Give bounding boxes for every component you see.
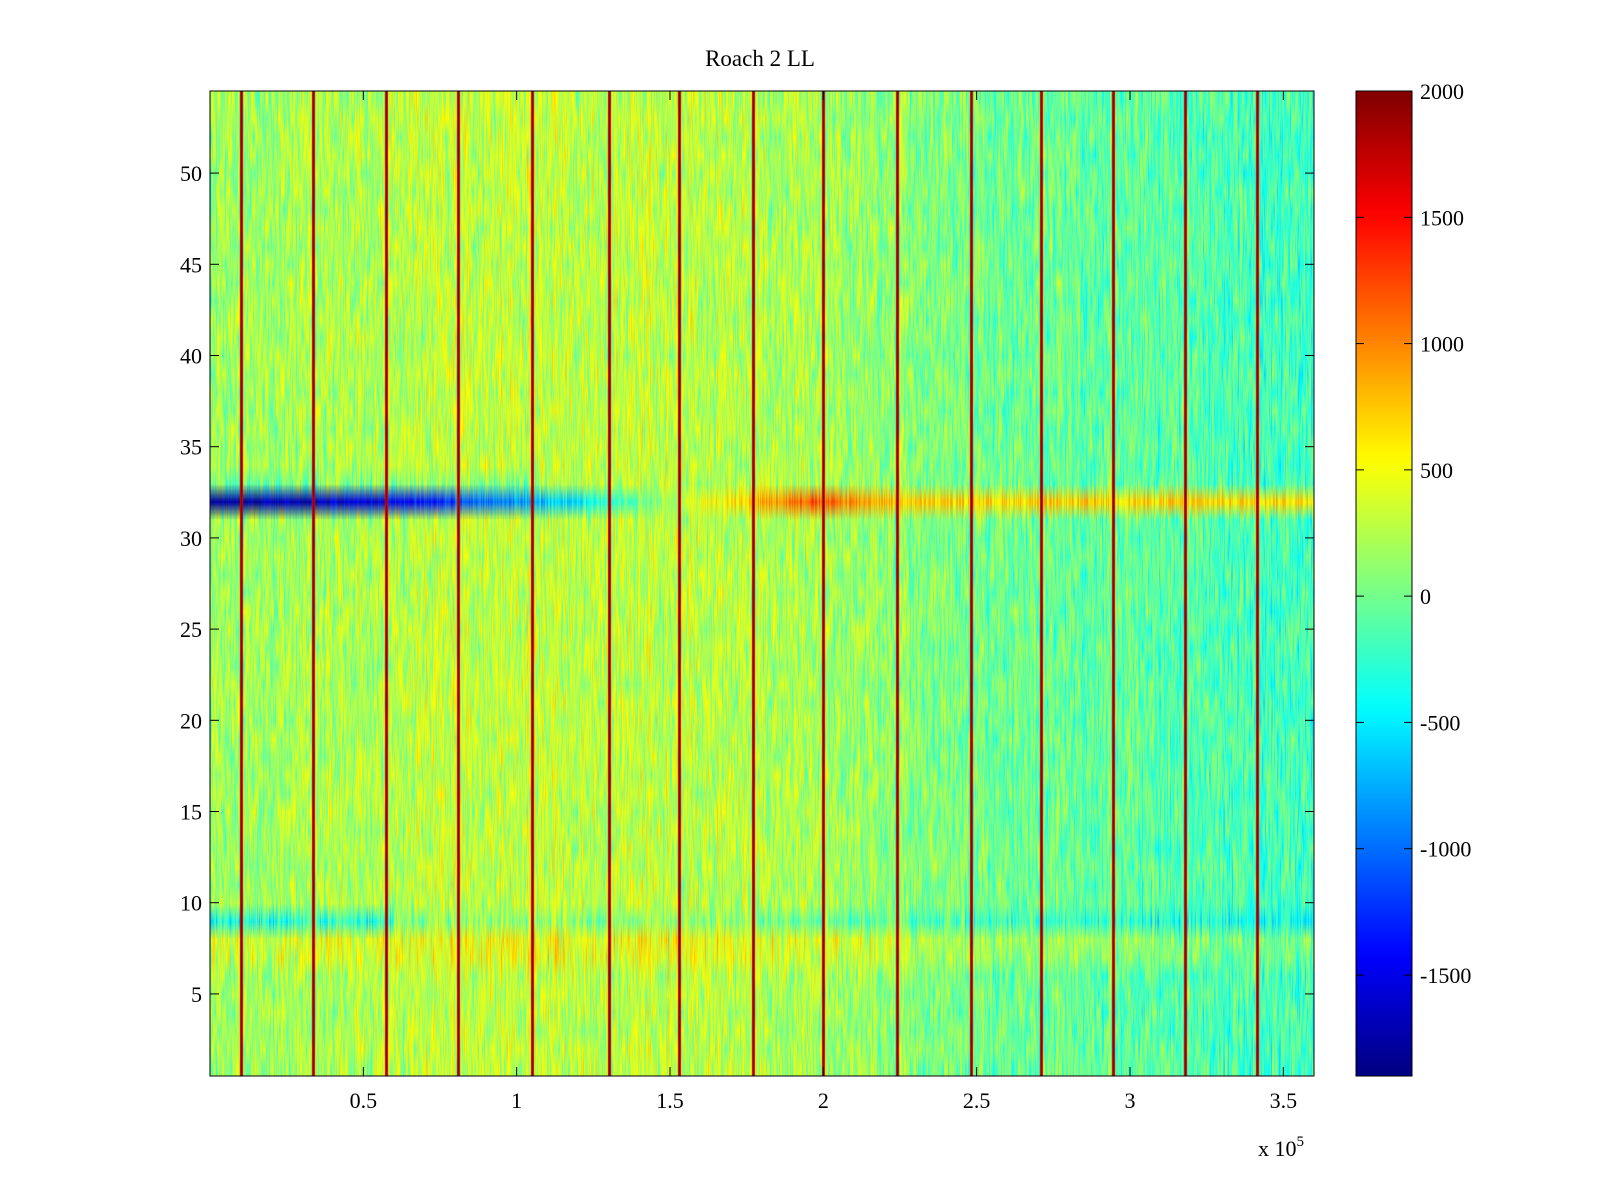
x-tick-label: 3.5 <box>1270 1088 1298 1113</box>
x-exponent-label: x 105 <box>1258 1134 1304 1161</box>
x-tick-label: 2.5 <box>963 1088 991 1113</box>
x-tick-label: 1 <box>511 1088 522 1113</box>
y-tick-label: 50 <box>180 161 202 186</box>
y-axis: 5 10 15 20 25 30 35 40 45 50 <box>180 161 1314 1007</box>
y-tick-label: 15 <box>180 800 202 825</box>
x-tick-label: 1.5 <box>656 1088 684 1113</box>
colorbar-tick-label: 500 <box>1420 458 1453 483</box>
colorbar-tick-label: 1000 <box>1420 332 1464 357</box>
y-tick-label: 45 <box>180 252 202 277</box>
y-tick-label: 20 <box>180 708 202 733</box>
colorbar-tick-label: -1500 <box>1420 963 1471 988</box>
colorbar-image <box>1356 91 1412 1076</box>
colorbar-tick-label: -1000 <box>1420 837 1471 862</box>
x-tick-label: 0.5 <box>350 1088 378 1113</box>
colorbar-tick-label: 0 <box>1420 584 1431 609</box>
x-tick-label: 3 <box>1125 1088 1136 1113</box>
x-tick-label: 2 <box>818 1088 829 1113</box>
y-tick-label: 30 <box>180 526 202 551</box>
y-tick-label: 25 <box>180 617 202 642</box>
colorbar-tick-label: 2000 <box>1420 79 1464 104</box>
plot-frame <box>209 90 1315 1077</box>
colorbar-frame <box>1355 90 1413 1077</box>
y-tick-label: 40 <box>180 343 202 368</box>
colorbar-axis: 2000 1500 1000 500 0 -500 -1000 -1500 <box>1356 79 1471 988</box>
chart-title: Roach 2 LL <box>705 46 815 71</box>
x-axis: 0.5 1 1.5 2 2.5 3 3.5 <box>350 91 1298 1113</box>
heatmap-image <box>210 91 1314 1076</box>
y-tick-label: 35 <box>180 435 202 460</box>
y-tick-label: 10 <box>180 891 202 916</box>
colorbar-tick-label: -500 <box>1420 710 1460 735</box>
colorbar-tick-label: 1500 <box>1420 205 1464 230</box>
y-tick-label: 5 <box>191 982 202 1007</box>
